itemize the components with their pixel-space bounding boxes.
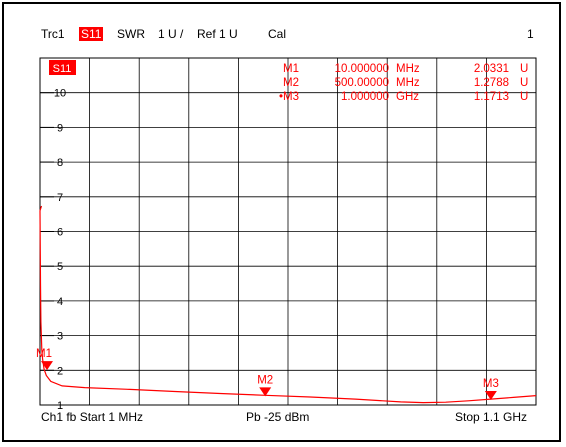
y-tick-label: 3 xyxy=(57,331,63,343)
marker-frequency: 10.000000 xyxy=(335,63,389,75)
y-tick-label: 1 xyxy=(57,400,63,412)
marker-frequency: 500.00000 xyxy=(335,77,389,89)
marker-value: 2.0331 xyxy=(474,63,509,75)
marker-value-unit: U xyxy=(520,63,528,75)
marker-triangle xyxy=(259,387,272,397)
vna-display xyxy=(2,2,561,442)
marker-label: M3 xyxy=(483,378,499,390)
marker-frequency-unit: GHz xyxy=(396,91,419,103)
y-tick-label: 6 xyxy=(57,227,63,239)
y-tick-label: 7 xyxy=(57,192,63,204)
y-tick-label: 10 xyxy=(54,88,66,100)
y-tick-label: 5 xyxy=(57,261,63,273)
start-frequency[interactable]: Ch1 fb Start 1 MHz xyxy=(41,410,144,424)
marker-frequency: 1.000000 xyxy=(341,91,389,103)
trace-badge: S11 xyxy=(53,63,72,75)
y-tick-label: 4 xyxy=(57,296,63,308)
stop-frequency[interactable]: Stop 1.1 GHz xyxy=(455,410,528,424)
scale-label[interactable]: 1 U / xyxy=(158,27,184,41)
cal-status: Cal xyxy=(268,27,287,41)
marker-triangle xyxy=(41,361,53,371)
marker-label: M2 xyxy=(257,374,273,386)
marker-name: M2 xyxy=(283,77,299,89)
marker-value-unit: U xyxy=(520,91,528,103)
plot-grid xyxy=(40,58,536,405)
y-axis-ticks: 1 2 3 4 5 6 7 8 9 10 xyxy=(40,88,66,412)
marker-value-unit: U xyxy=(520,77,528,89)
marker-table: M1 10.000000 MHz 2.0331 U M2 500.00000 MHz 1.278… xyxy=(279,63,528,103)
y-tick-label: 9 xyxy=(57,122,63,134)
format-label[interactable]: SWR xyxy=(117,27,145,41)
marker-points: M1 M2 M3 xyxy=(36,348,499,401)
y-tick-label: 8 xyxy=(57,157,63,169)
marker-name: •M3 xyxy=(279,91,299,103)
y-tick-label: 2 xyxy=(57,365,63,377)
marker-frequency-unit: MHz xyxy=(396,63,420,75)
s-parameter-badge[interactable]: S11 xyxy=(79,27,104,41)
swr-trace xyxy=(39,205,537,404)
power-level[interactable]: Pb -25 dBm xyxy=(246,410,310,424)
reference-label[interactable]: Ref 1 U xyxy=(197,27,238,41)
trace-badge-bg xyxy=(49,60,76,75)
marker-name: M1 xyxy=(283,63,299,75)
marker-triangle xyxy=(484,391,497,401)
marker-value: 1.2788 xyxy=(474,77,509,89)
marker-value: 1.1713 xyxy=(474,91,509,103)
channel-index: 1 xyxy=(527,27,534,41)
trace-name: Trc1 xyxy=(41,27,65,41)
marker-label: M1 xyxy=(36,348,52,360)
marker-frequency-unit: MHz xyxy=(396,77,420,89)
